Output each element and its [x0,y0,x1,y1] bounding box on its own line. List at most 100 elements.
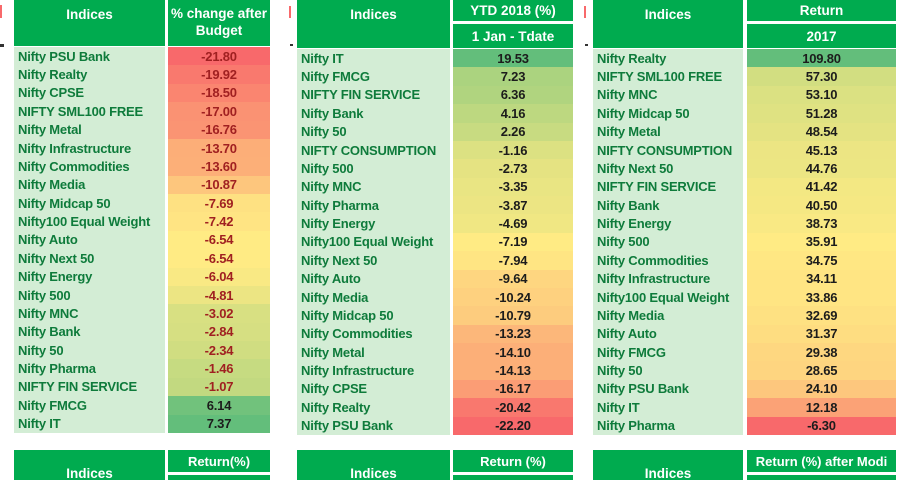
table-ytd-2018: Indices YTD 2018 (%) 1 Jan - Tdate Nifty… [297,0,573,435]
index-name: NIFTY CONSUMPTION [593,140,743,160]
table-row: Nifty Metal -14.10 [297,343,573,362]
table-header-value: Return (%) [453,450,573,472]
table-row: Nifty Auto -9.64 [297,269,573,288]
table-row: Nifty100 Equal Weight -7.42 [14,212,270,231]
index-value: -1.07 [168,377,270,397]
table-row: Nifty Media -10.87 [14,175,270,194]
index-name: NIFTY FIN SERVICE [297,85,450,105]
index-value: -10.87 [168,175,270,194]
index-name: NIFTY FIN SERVICE [14,377,165,397]
table-row: Nifty Commodities -13.23 [297,324,573,343]
table-row: Nifty Pharma -1.46 [14,359,270,378]
index-name: NIFTY CONSUMPTION [297,140,450,160]
table-row: Nifty Realty -19.92 [14,65,270,84]
index-name: Nifty Realty [593,49,743,68]
index-value: 24.10 [747,379,896,399]
index-value: 6.14 [168,396,270,415]
index-name: NIFTY SML100 FREE [14,102,165,121]
index-name: Nifty Energy [297,214,450,233]
table-row: Nifty Commodities -13.60 [14,157,270,176]
index-name: Nifty100 Equal Weight [14,212,165,231]
table-row: Nifty Media -10.24 [297,287,573,307]
table-row: Nifty PSU Bank 24.10 [593,379,896,399]
index-value: 51.28 [747,104,896,123]
table-header-value-sub: 2017 [747,24,896,48]
index-value: -2.34 [168,341,270,360]
index-value: -3.87 [453,196,573,215]
table-row: Nifty Energy 38.73 [593,214,896,233]
index-name: Nifty Energy [14,267,165,286]
header-strip [168,475,270,480]
table-body: Nifty PSU Bank -21.80 Nifty Realty -19.9… [14,47,270,433]
index-name: Nifty 50 [593,361,743,380]
index-value: -7.19 [453,232,573,252]
index-name: Nifty CPSE [297,379,450,399]
table-header-indices: Indices [297,0,450,48]
table-row: Nifty Next 50 44.76 [593,159,896,178]
table-row: Nifty Next 50 -7.94 [297,251,573,270]
index-value: 57.30 [747,67,896,86]
table-row: Nifty Pharma -6.30 [593,416,896,435]
index-name: NIFTY FIN SERVICE [593,177,743,196]
index-name: Nifty Energy [593,214,743,233]
index-value: -20.42 [453,398,573,417]
table-row: NIFTY SML100 FREE -17.00 [14,102,270,121]
index-value: 2.26 [453,122,573,141]
index-name: Nifty Commodities [297,324,450,343]
table-row: Nifty 50 2.26 [297,122,573,141]
index-value: -1.16 [453,140,573,160]
index-name: Nifty Auto [593,324,743,343]
table-row: Nifty Midcap 50 51.28 [593,104,896,123]
crop-artifact [290,44,293,46]
table-body: Nifty IT 19.53 Nifty FMCG 7.23 NIFTY FIN… [297,49,573,435]
table-row: Nifty PSU Bank -21.80 [14,47,270,66]
table-row: NIFTY FIN SERVICE -1.07 [14,377,270,397]
table-row: Nifty PSU Bank -22.20 [297,416,573,435]
table-row: NIFTY FIN SERVICE 41.42 [593,177,896,196]
index-value: -6.54 [168,230,270,250]
table-row: Nifty100 Equal Weight 33.86 [593,287,896,307]
index-value: -16.76 [168,120,270,139]
index-value: 38.73 [747,214,896,233]
index-name: Nifty Media [593,306,743,325]
index-value: -13.23 [453,324,573,343]
table-header-indices: Indices [593,0,743,48]
table-row: Nifty Energy -6.04 [14,267,270,286]
table-partial-1: Indices Return(%) [14,450,270,480]
index-value: -14.10 [453,343,573,362]
table-row: Nifty Next 50 -6.54 [14,249,270,268]
table-budget-change: Indices % change after Budget Nifty PSU … [14,0,270,433]
table-row: Nifty Infrastructure 34.11 [593,269,896,288]
table-row: Nifty Commodities 34.75 [593,251,896,270]
table-row: Nifty MNC -3.35 [297,177,573,196]
index-value: 6.36 [453,85,573,105]
table-row: Nifty Bank -2.84 [14,322,270,341]
index-value: -19.92 [168,65,270,84]
table-row: Nifty 50 28.65 [593,361,896,380]
index-name: Nifty Pharma [14,359,165,378]
index-value: 31.37 [747,324,896,343]
index-name: Nifty Realty [14,65,165,84]
index-name: Nifty Realty [297,398,450,417]
index-name: Nifty IT [593,398,743,417]
index-value: -9.64 [453,269,573,288]
index-value: 48.54 [747,122,896,141]
table-row: Nifty Auto 31.37 [593,324,896,343]
index-value: 7.37 [168,414,270,433]
table-header-indices: Indices [14,450,165,480]
table-row: Nifty Metal -16.76 [14,120,270,139]
index-value: 41.42 [747,177,896,196]
index-value: 35.91 [747,232,896,252]
index-name: Nifty MNC [593,85,743,105]
index-value: -1.46 [168,359,270,378]
index-value: -4.69 [453,214,573,233]
table-row: Nifty 50 -2.34 [14,341,270,360]
index-name: Nifty Auto [297,269,450,288]
index-name: Nifty PSU Bank [297,416,450,435]
table-row: Nifty FMCG 6.14 [14,396,270,415]
index-name: Nifty Bank [593,196,743,215]
index-value: -16.17 [453,379,573,399]
index-value: -22.20 [453,416,573,435]
table-row: Nifty Midcap 50 -7.69 [14,194,270,213]
index-name: Nifty Commodities [593,251,743,270]
